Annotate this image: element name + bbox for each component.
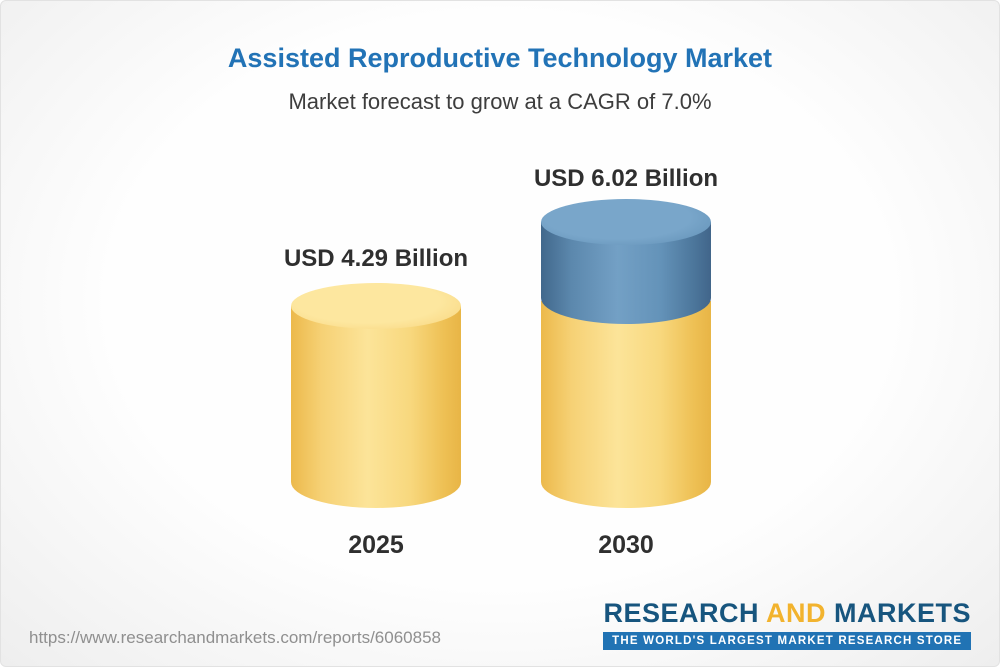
category-label-2025: 2025 [348,531,404,559]
value-label-2025: USD 4.29 Billion [283,245,469,272]
logo-word-markets: MARKETS [834,598,971,628]
logo-wordmark: RESEARCH AND MARKETS [603,598,971,629]
logo-word-research: RESEARCH [603,598,759,628]
cylinder-2025-top-ellipse [291,283,461,329]
cylinder-2030-growth-top-ellipse [541,199,711,245]
logo-word-and: AND [765,598,826,628]
report-url: https://www.researchandmarkets.com/repor… [29,628,441,647]
chart-title: Assisted Reproductive Technology Market [227,43,773,73]
research-and-markets-logo: RESEARCH AND MARKETS THE WORLD'S LARGEST… [603,598,971,650]
category-label-2030: 2030 [598,531,654,559]
cylinder-2025-body [291,306,461,508]
chart-subtitle: Market forecast to grow at a CAGR of 7.0… [288,89,712,114]
logo-tagline: THE WORLD'S LARGEST MARKET RESEARCH STOR… [603,632,971,650]
cylinder-2030-base-segment [541,301,711,508]
value-label-2030: USD 6.02 Billion [533,165,719,192]
